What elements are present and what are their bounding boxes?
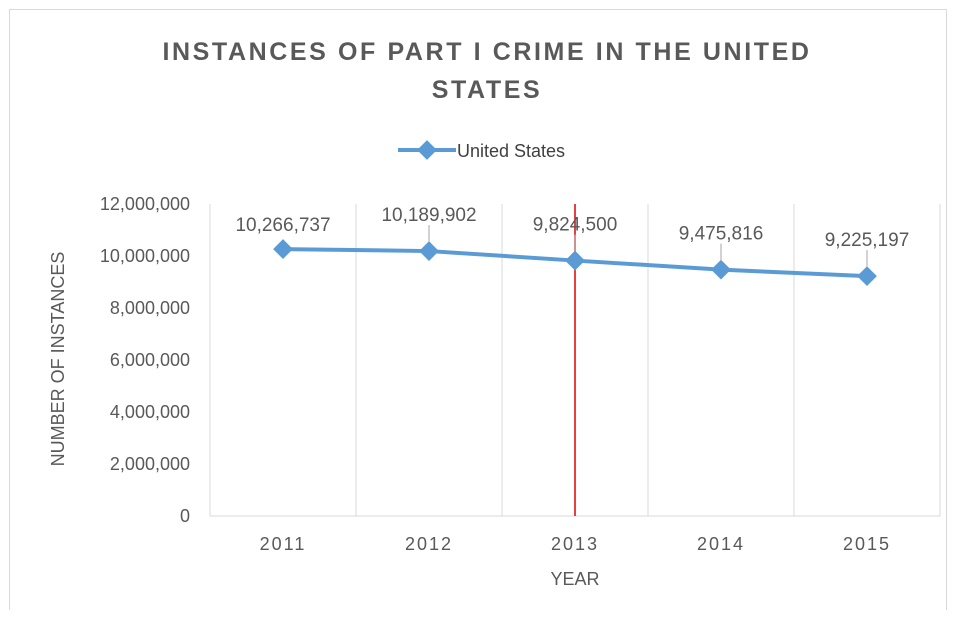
chart-frame — [9, 9, 947, 610]
chart-title-line-1: INSTANCES OF PART I CRIME IN THE UNITED — [162, 38, 811, 66]
y-tick-label: 2,000,000 — [110, 454, 190, 474]
data-label: 9,824,500 — [533, 215, 618, 236]
data-labels: 10,266,737 10,189,902 9,824,500 9,475,816 9,… — [235, 205, 910, 268]
legend-label: United States — [457, 141, 565, 161]
x-tick-label: 2014 — [697, 534, 745, 554]
data-label: 9,225,197 — [825, 230, 910, 251]
data-point-marker — [419, 241, 439, 261]
x-axis-title: YEAR — [550, 569, 599, 589]
axes: 0 2,000,000 4,000,000 6,000,000 8,000,000 10,… — [100, 194, 940, 554]
legend: United States — [398, 140, 565, 161]
y-axis-title: NUMBER OF INSTANCES — [48, 252, 68, 467]
data-label: 9,475,816 — [679, 224, 764, 245]
x-tick-label: 2011 — [260, 534, 307, 554]
y-tick-label: 10,000,000 — [100, 246, 190, 266]
y-tick-label: 6,000,000 — [110, 350, 190, 370]
data-point-marker — [857, 266, 877, 287]
y-tick-label: 12,000,000 — [100, 194, 190, 214]
y-tick-label: 0 — [180, 506, 190, 526]
legend-marker — [417, 140, 437, 160]
series-united-states — [273, 239, 877, 287]
data-label: 10,266,737 — [235, 215, 330, 236]
data-point-marker — [711, 259, 731, 280]
x-tick-label: 2012 — [405, 534, 453, 554]
y-tick-label: 8,000,000 — [110, 298, 190, 318]
data-label: 10,189,902 — [381, 205, 476, 226]
x-tick-label: 2015 — [843, 534, 891, 554]
chart-title-line-2: STATES — [432, 76, 543, 104]
data-point-marker — [565, 250, 585, 271]
y-tick-label: 4,000,000 — [110, 402, 190, 422]
x-tick-label: 2013 — [551, 534, 599, 554]
data-point-marker — [273, 239, 293, 259]
